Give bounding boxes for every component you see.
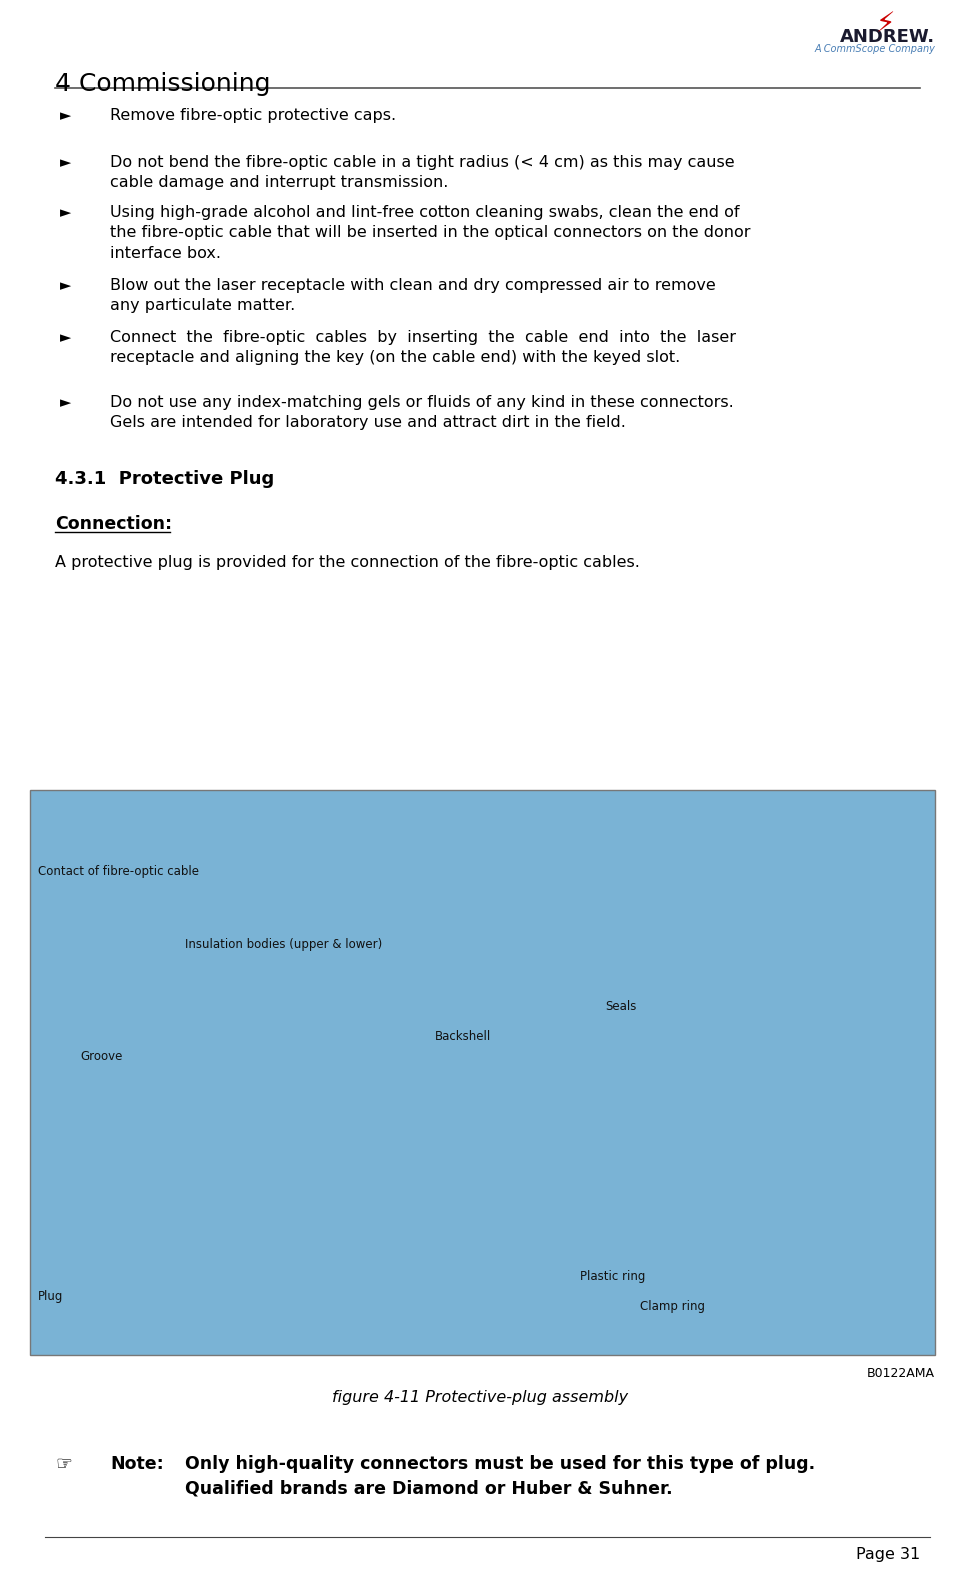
Text: Clamp ring: Clamp ring: [640, 1299, 705, 1314]
Text: Connection:: Connection:: [55, 515, 172, 532]
Text: 4.3.1  Protective Plug: 4.3.1 Protective Plug: [55, 469, 274, 488]
Text: ►: ►: [60, 109, 71, 123]
Text: ☞: ☞: [55, 1455, 72, 1474]
Text: Using high-grade alcohol and lint-free cotton cleaning swabs, clean the end of
t: Using high-grade alcohol and lint-free c…: [110, 205, 751, 261]
Text: Plastic ring: Plastic ring: [580, 1269, 646, 1284]
Text: Page 31: Page 31: [855, 1547, 920, 1562]
Text: ►: ►: [60, 395, 71, 410]
Bar: [30, 791, 935, 1354]
Text: Blow out the laser receptacle with clean and dry compressed air to remove
any pa: Blow out the laser receptacle with clean…: [110, 279, 716, 313]
Text: B0122AMA: B0122AMA: [867, 1367, 935, 1380]
Text: Groove: Groove: [80, 1051, 122, 1063]
Text: Seals: Seals: [605, 1000, 636, 1013]
Text: Note:: Note:: [110, 1455, 163, 1473]
Text: ►: ►: [60, 331, 71, 345]
Text: Plug: Plug: [38, 1290, 63, 1303]
Text: ANDREW.: ANDREW.: [840, 28, 935, 46]
Text: Backshell: Backshell: [435, 1030, 491, 1043]
Text: ⚡: ⚡: [875, 9, 895, 38]
Text: Contact of fibre-optic cable: Contact of fibre-optic cable: [38, 865, 199, 877]
Text: Only high-quality connectors must be used for this type of plug.
Qualified brand: Only high-quality connectors must be use…: [185, 1455, 815, 1498]
Text: A CommScope Company: A CommScope Company: [814, 44, 935, 54]
Text: Insulation bodies (upper & lower): Insulation bodies (upper & lower): [185, 939, 382, 951]
Text: Connect  the  fibre-optic  cables  by  inserting  the  cable  end  into  the  la: Connect the fibre-optic cables by insert…: [110, 331, 736, 365]
Text: figure 4-11 Protective-plug assembly: figure 4-11 Protective-plug assembly: [333, 1391, 628, 1405]
Text: ►: ►: [60, 154, 71, 170]
Text: A protective plug is provided for the connection of the fibre-optic cables.: A protective plug is provided for the co…: [55, 554, 640, 570]
Text: Do not bend the fibre-optic cable in a tight radius (< 4 cm) as this may cause
c: Do not bend the fibre-optic cable in a t…: [110, 154, 734, 191]
Text: ►: ►: [60, 279, 71, 293]
Text: ►: ►: [60, 205, 71, 220]
Text: Do not use any index-matching gels or fluids of any kind in these connectors.
Ge: Do not use any index-matching gels or fl…: [110, 395, 734, 430]
Text: 4 Commissioning: 4 Commissioning: [55, 72, 270, 96]
Text: Remove fibre-optic protective caps.: Remove fibre-optic protective caps.: [110, 109, 396, 123]
